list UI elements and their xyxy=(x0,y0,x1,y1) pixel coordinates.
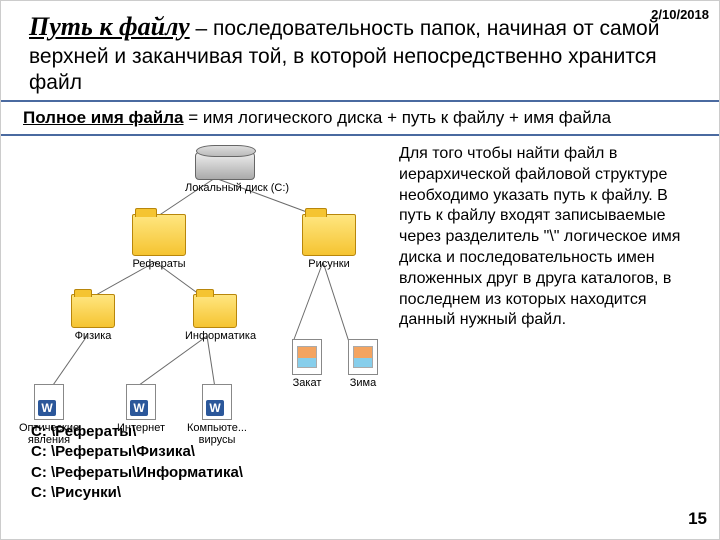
file-tree-diagram: Локальный диск (C:) Рефераты Рисунки Физика… xyxy=(15,144,395,444)
node-zima: Зима xyxy=(333,339,393,389)
node-label: Физика xyxy=(63,330,123,342)
node-disk: Локальный диск (C:) xyxy=(185,152,265,194)
node-zakat: Закат xyxy=(277,339,337,389)
example-paths: C: \Рефераты\C: \Рефераты\Физика\C: \Реф… xyxy=(31,422,243,503)
wdoc-icon xyxy=(202,384,232,420)
node-label: Закат xyxy=(277,377,337,389)
imgdoc-icon xyxy=(348,339,378,375)
node-risunki: Рисунки xyxy=(297,214,361,270)
node-label: Локальный диск (C:) xyxy=(185,182,265,194)
node-informatika: Информатика xyxy=(185,294,245,342)
node-label: Информатика xyxy=(185,330,245,342)
imgdoc-icon xyxy=(292,339,322,375)
formula-lhs: Полное имя файла xyxy=(23,108,184,127)
folder-icon xyxy=(302,214,356,256)
slide-date: 2/10/2018 xyxy=(651,7,709,22)
wdoc-icon xyxy=(126,384,156,420)
folder-icon xyxy=(193,294,237,328)
node-label: Рефераты xyxy=(127,258,191,270)
path-line: C: \Рисунки\ xyxy=(31,483,243,503)
path-line: C: \Рефераты\ xyxy=(31,422,243,442)
node-label: Рисунки xyxy=(297,258,361,270)
folder-icon xyxy=(132,214,186,256)
drive-icon xyxy=(195,152,255,180)
fullname-formula: Полное имя файла = имя логического диска… xyxy=(1,100,719,136)
folder-icon xyxy=(71,294,115,328)
node-fizika: Физика xyxy=(63,294,123,342)
path-line: C: \Рефераты\Информатика\ xyxy=(31,463,243,483)
explanation-text: Для того чтобы найти файл в иерархическо… xyxy=(395,144,707,444)
term-path-to-file: Путь к файлу xyxy=(29,12,190,41)
node-referaty: Рефераты xyxy=(127,214,191,270)
page-number: 15 xyxy=(688,509,707,529)
formula-rhs: = имя логического диска + путь к файлу +… xyxy=(184,108,612,127)
wdoc-icon xyxy=(34,384,64,420)
slide-header: Путь к файлу – последовательность папок,… xyxy=(1,1,719,100)
path-line: C: \Рефераты\Физика\ xyxy=(31,442,243,462)
node-label: Зима xyxy=(333,377,393,389)
